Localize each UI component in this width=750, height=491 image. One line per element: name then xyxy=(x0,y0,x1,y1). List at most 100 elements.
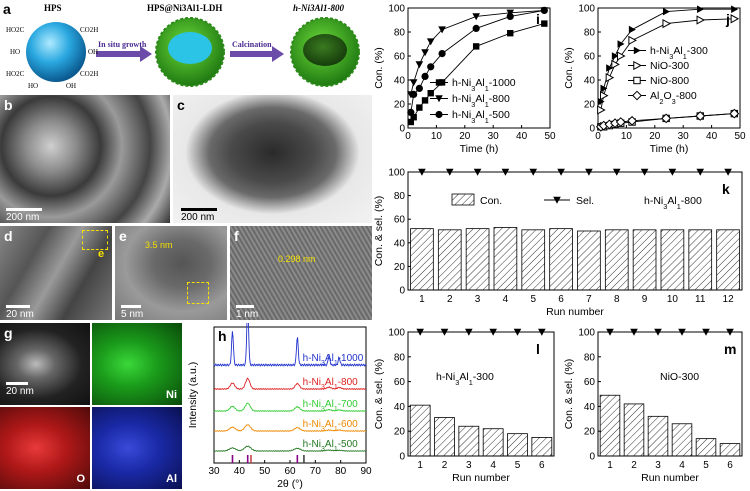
x-tick-label: 2 xyxy=(442,460,448,471)
legend-label: NiO-800 xyxy=(650,75,689,87)
legend-label: Al2O3-800 xyxy=(650,90,697,106)
y-tick-label: 60 xyxy=(584,377,596,388)
bar xyxy=(632,229,657,291)
data-point xyxy=(410,114,417,121)
legend-marker xyxy=(435,79,443,86)
panel-letter-h: h xyxy=(218,328,227,344)
bar xyxy=(549,228,573,291)
legend-marker xyxy=(632,90,642,101)
data-point xyxy=(421,97,429,104)
data-point xyxy=(661,113,672,124)
x-tick-label: 8 xyxy=(614,294,620,305)
y-tick-label: 80 xyxy=(584,28,596,39)
data-point xyxy=(600,84,608,93)
y-tick-label: 100 xyxy=(578,4,595,15)
chart-l: 0 20 40 60 80 100 1 2 3 4 5 6 Run number Con. & sel. … xyxy=(373,328,555,484)
legend-swatch xyxy=(451,193,475,206)
scale-label-d: 20 nm xyxy=(6,309,34,320)
tem-image-c: c 200 nm xyxy=(173,95,372,223)
element-label-al: Al xyxy=(166,473,177,485)
y-tick-label: 80 xyxy=(394,191,406,202)
xrd-pattern xyxy=(213,445,367,452)
data-point xyxy=(507,30,514,37)
lattice-spacing-annotation: 0.298 nm xyxy=(278,254,316,264)
x-axis-label: Time (h) xyxy=(460,143,499,155)
scale-label-b: 200 nm xyxy=(6,212,40,223)
x-tick-label: 30 xyxy=(208,466,220,477)
y-tick-label: 0 xyxy=(589,124,595,135)
y-tick-label: 40 xyxy=(394,76,406,87)
xrd-pattern xyxy=(213,323,367,367)
x-axis-label: Run number xyxy=(452,472,510,484)
tem-image-d: d e 20 nm xyxy=(0,226,112,320)
data-point xyxy=(538,328,546,336)
group-label: HO2C xyxy=(6,26,25,34)
thickness-annotation: 3.5 nm xyxy=(145,240,173,250)
bar xyxy=(660,229,685,291)
x-tick-label: 80 xyxy=(335,466,347,477)
data-point xyxy=(421,49,429,57)
eds-map-ni: Ni xyxy=(92,323,182,405)
xrd-pattern xyxy=(213,424,367,432)
group-label: HO2C xyxy=(6,70,25,78)
group-label: CO2H xyxy=(80,70,99,78)
xrd-pattern xyxy=(213,402,367,412)
x-axis-label: Run number xyxy=(641,472,699,484)
x-tick-label: 90 xyxy=(360,466,372,477)
bar xyxy=(507,433,528,457)
panel-letter-b: b xyxy=(4,97,13,113)
bar xyxy=(688,229,713,291)
panel-a: a HPS HPS@Ni3Al1-LDH h-Ni3Al1-800 In sit… xyxy=(0,0,372,92)
group-label: OH xyxy=(66,82,77,90)
data-point xyxy=(465,328,473,336)
bar xyxy=(482,428,504,457)
scale-bar xyxy=(6,208,42,211)
bar xyxy=(623,403,645,457)
data-point xyxy=(606,328,614,336)
scale-label-g: 20 nm xyxy=(6,386,34,397)
y-tick-label: 0 xyxy=(399,286,405,297)
bar xyxy=(458,425,480,457)
x-tick-label: 20 xyxy=(649,131,661,142)
y-axis-label: Con. & sel. (%) xyxy=(563,359,575,430)
x-tick-label: 4 xyxy=(503,294,509,305)
legend-marker xyxy=(553,196,561,204)
y-tick-label: 100 xyxy=(388,4,405,15)
data-point xyxy=(407,118,415,126)
y-axis-label: Con. & sel. (%) xyxy=(373,196,385,267)
data-point xyxy=(529,168,538,176)
y-tick-label: 40 xyxy=(584,402,596,413)
panel-letter-e: e xyxy=(119,228,127,244)
bar xyxy=(493,227,518,291)
y-tick-label: 0 xyxy=(399,124,405,135)
data-point xyxy=(628,25,636,34)
x-tick-label: 6 xyxy=(558,294,564,305)
data-point xyxy=(506,12,514,20)
x-tick-label: 40 xyxy=(234,466,246,477)
data-point xyxy=(627,115,637,126)
data-point xyxy=(630,328,638,336)
eds-map-o: O xyxy=(0,407,90,489)
bar xyxy=(434,417,455,457)
legend-label: Con. xyxy=(480,195,502,207)
series-line xyxy=(410,23,545,123)
x-tick-label: 2 xyxy=(447,294,453,305)
y-tick-label: 60 xyxy=(394,215,406,226)
inset-box xyxy=(82,230,108,250)
x-tick-label: 2 xyxy=(631,460,637,471)
x-tick-label: 7 xyxy=(586,294,592,305)
data-point xyxy=(697,5,705,13)
data-point xyxy=(541,20,548,27)
series-label: h-Ni3Al1-500 xyxy=(303,439,359,453)
legend-label: h-Ni3Al1-500 xyxy=(452,109,510,125)
arrow1-label: In situ growth xyxy=(98,40,147,49)
x-tick-label: 70 xyxy=(310,466,322,477)
panel-letter-a: a xyxy=(3,1,11,17)
panel-letter-m: m xyxy=(724,341,736,357)
chart-m: 0 20 40 60 80 100 1 2 3 4 5 6 Run number Con. & sel. … xyxy=(563,328,743,484)
x-axis-label: Run number xyxy=(546,306,604,318)
chart-h: 30 40 50 60 70 80 90 2θ (°) Intensity (a.u.) h h-N… xyxy=(187,323,372,490)
legend-label: h-Ni3Al1-300 xyxy=(650,45,708,61)
data-point xyxy=(438,50,446,58)
